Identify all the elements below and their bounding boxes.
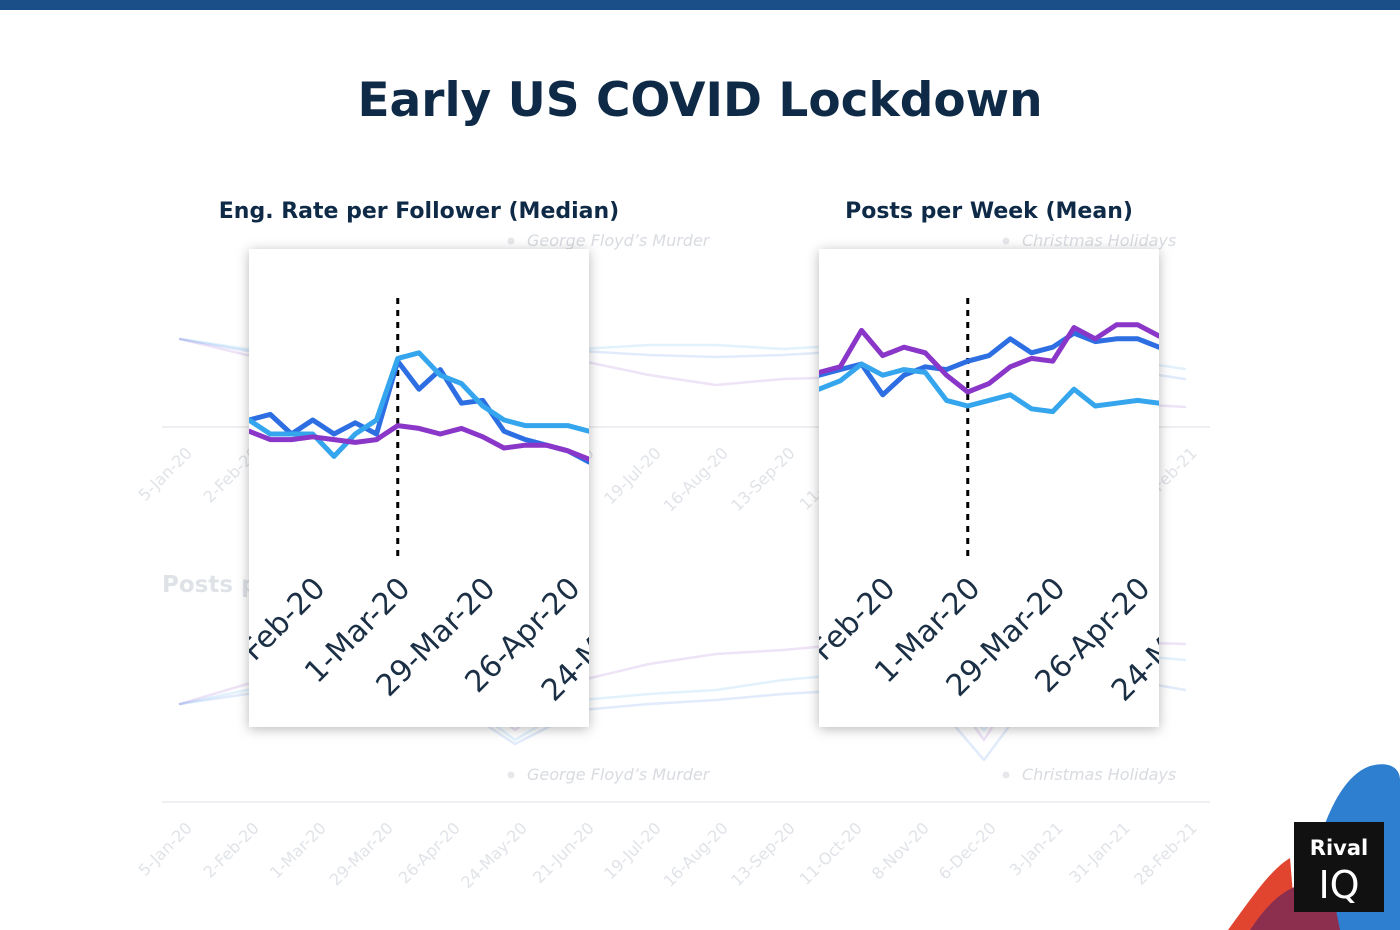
chart-title: Posts per Week (Mean) [845, 199, 1133, 224]
logo-text: Rival [1310, 836, 1368, 860]
annotation: George Floyd’s Murder [527, 231, 711, 250]
logo-box [1294, 822, 1384, 912]
annotation-dot [507, 771, 515, 779]
x-tick-label: 29-Mar-20 [326, 818, 397, 889]
inset-chart: 2-Feb-201-Mar-2029-Mar-2026-Apr-2024-May… [249, 249, 589, 727]
inset-panel [249, 249, 589, 727]
annotation: Christmas Holidays [1022, 231, 1176, 250]
x-tick-label: 2-Feb-20 [200, 818, 263, 881]
series-line [249, 423, 589, 462]
x-tick-label: 24-May-20 [457, 818, 531, 892]
chart-title: Eng. Rate per Follower (Median) [219, 199, 619, 224]
series-line [819, 322, 1159, 395]
x-tick-label: 16-Aug-20 [660, 443, 732, 515]
top-bar [0, 0, 1400, 10]
x-tick-label: 5-Jan-20 [135, 443, 196, 504]
x-tick-label: 6-Dec-20 [935, 818, 1000, 883]
inset-panel [819, 249, 1159, 727]
x-tick-label: 26-Apr-20 [395, 818, 464, 887]
logo: Rival IQ [1228, 764, 1400, 930]
chart-title: Posts p [162, 572, 258, 598]
x-tick-label: 19-Jul-20 [600, 443, 665, 508]
annotation-dot [507, 237, 515, 245]
x-tick-label: 3-Jan-21 [1006, 818, 1067, 879]
x-tick-label: 11-Oct-20 [796, 818, 866, 888]
series-line [249, 350, 589, 459]
series-line [249, 358, 589, 465]
x-tick-label: 1-Mar-20 [266, 818, 330, 882]
series-line [819, 361, 1159, 415]
annotation-dot [1002, 771, 1010, 779]
x-tick-label: 21-Jun-20 [529, 818, 598, 887]
x-tick-label: 5-Jan-20 [135, 818, 196, 879]
inset-charts: Eng. Rate per Follower (Median) 2-Feb-201… [219, 199, 1159, 727]
annotation: George Floyd’s Murder [527, 765, 711, 784]
x-tick-label: 8-Nov-20 [868, 818, 933, 883]
annotation: Christmas Holidays [1022, 765, 1176, 784]
x-tick-label: 19-Jul-20 [600, 818, 665, 883]
inset-chart: 2-Feb-201-Mar-2029-Mar-2026-Apr-2024-May… [819, 249, 1159, 727]
x-tick-label: 13-Sep-20 [727, 443, 799, 515]
x-tick-label: 28-Feb-21 [1130, 818, 1200, 888]
series-line [819, 330, 1159, 398]
slide-title: Early US COVID Lockdown [357, 73, 1042, 128]
annotation-dot [1002, 237, 1010, 245]
logo-text: IQ [1318, 863, 1359, 907]
x-tick-label: 13-Sep-20 [727, 818, 799, 890]
x-tick-label: 16-Aug-20 [660, 818, 732, 890]
x-tick-label: 31-Jan-21 [1065, 818, 1133, 886]
